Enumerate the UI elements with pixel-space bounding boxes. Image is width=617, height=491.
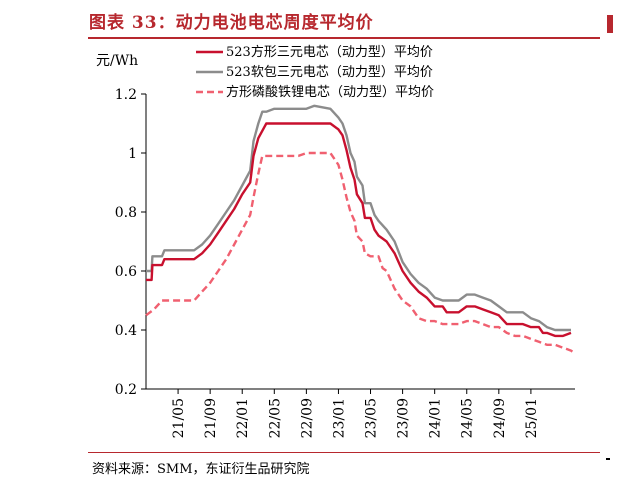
x-tick-label: 22/01: [235, 398, 251, 438]
x-tick-label: 22/09: [299, 398, 315, 438]
legend-label-2: 523软包三元电芯（动力型）平均价: [226, 65, 433, 80]
y-tick-label: 0.8: [115, 205, 137, 221]
x-tick-label: 24/01: [428, 398, 444, 438]
x-tick-label: 24/09: [492, 398, 508, 438]
chart-series: [145, 104, 576, 355]
legend-label-1: 523方形三元电芯（动力型）平均价: [226, 44, 433, 60]
source-note: 资料来源：SMM，东证衍生品研究院: [92, 462, 310, 477]
x-tick-label: 24/05: [460, 398, 476, 438]
y-tick-label: 0.4: [115, 323, 137, 339]
edge-marker: [607, 15, 613, 33]
x-tick-label: 21/09: [203, 398, 219, 438]
chart-legend: 523方形三元电芯（动力型）平均价 523软包三元电芯（动力型）平均价方形磷酸铁锂…: [196, 44, 434, 100]
edge-tick: [606, 458, 610, 460]
y-tick-label: 0.2: [115, 382, 137, 398]
y-tick-label: 1.2: [115, 87, 137, 103]
x-tick-label: 23/05: [364, 398, 380, 438]
legend-label-3: 方形磷酸铁锂电芯（动力型）平均价: [226, 84, 434, 100]
series-line-3: [145, 151, 576, 355]
x-tick-label: 23/01: [331, 398, 347, 438]
figure-title: 图表 33：动力电池电芯周度平均价: [89, 13, 374, 33]
chart-axes: 0.2 0.4 0.6 0.8 1 1.2 元/Wh 21/05 21/09 22/01 22/05…: [96, 53, 575, 438]
y-tick-label: 0.6: [115, 264, 137, 280]
title-rule: [88, 37, 600, 39]
y-axis-label: 元/Wh: [96, 53, 138, 69]
x-tick-label: 23/09: [396, 398, 412, 438]
footer-rule: [88, 452, 600, 453]
x-tick-label: 21/05: [171, 398, 187, 438]
x-tick-label: 25/01: [524, 398, 540, 438]
series-line-1: [146, 122, 572, 338]
y-tick-label: 1: [128, 146, 137, 162]
x-tick-label: 22/05: [267, 398, 283, 438]
series-line-2: [146, 104, 571, 332]
